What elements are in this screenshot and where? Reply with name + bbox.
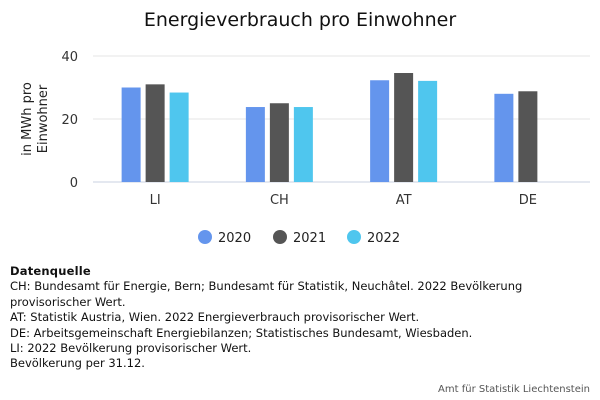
bar-li-2021 <box>145 84 165 182</box>
bar-ch-2020 <box>245 107 265 182</box>
y-axis-label-line: Einwohner <box>36 84 51 153</box>
legend-marker-2020 <box>198 230 212 244</box>
x-axis-ticks: LI CH AT DE <box>150 193 537 208</box>
bar-at-2022 <box>418 80 438 182</box>
bar-at-2020 <box>370 80 390 182</box>
legend-marker-2021 <box>273 230 287 244</box>
bar-ch-2021 <box>269 103 289 182</box>
y-tick-label: 0 <box>70 176 78 191</box>
legend-label-2022: 2022 <box>367 231 400 246</box>
bar-de-2021 <box>518 91 538 182</box>
x-tick-label: AT <box>396 193 412 208</box>
notes-line: AT: Statistik Austria, Wien. 2022 Energi… <box>10 310 420 325</box>
bar-li-2022 <box>169 92 189 182</box>
y-axis-label: in MWh pro Einwohner <box>20 82 51 156</box>
x-tick-label: DE <box>519 193 537 208</box>
y-axis-label-line: in MWh pro <box>20 82 35 156</box>
bar-de-2020 <box>494 93 514 182</box>
notes-line: CH: Bundesamt für Energie, Bern; Bundesa… <box>10 279 523 294</box>
x-tick-label: CH <box>270 193 289 208</box>
legend-label-2020: 2020 <box>218 231 251 246</box>
bar-li-2020 <box>121 87 141 182</box>
notes-line: provisorischer Wert. <box>10 294 126 309</box>
bar-ch-2022 <box>293 107 313 182</box>
y-tick-label: 20 <box>61 113 78 128</box>
data-source-notes: Datenquelle CH: Bundesamt für Energie, B… <box>10 264 590 372</box>
chart: Energieverbrauch pro Einwohner in MWh pr… <box>20 9 590 246</box>
notes-line: DE: Arbeitsgemeinschaft Energiebilanzen;… <box>10 325 473 340</box>
credit-text: Amt für Statistik Liechtenstein <box>438 384 590 395</box>
legend: 2020 2021 2022 <box>198 230 400 246</box>
bars <box>121 73 538 182</box>
notes-line: LI: 2022 Bevölkerung provisorischer Wert… <box>10 341 252 356</box>
legend-label-2021: 2021 <box>293 231 326 246</box>
y-tick-label: 40 <box>61 50 78 65</box>
x-tick-label: LI <box>150 193 161 208</box>
y-axis-ticks: 0 20 40 <box>61 50 78 191</box>
notes-line: Bevölkerung per 31.12. <box>10 356 145 371</box>
notes-heading: Datenquelle <box>10 264 91 278</box>
chart-title: Energieverbrauch pro Einwohner <box>144 9 456 31</box>
gridlines <box>93 55 590 183</box>
bar-at-2021 <box>394 73 414 182</box>
legend-marker-2022 <box>347 230 361 244</box>
